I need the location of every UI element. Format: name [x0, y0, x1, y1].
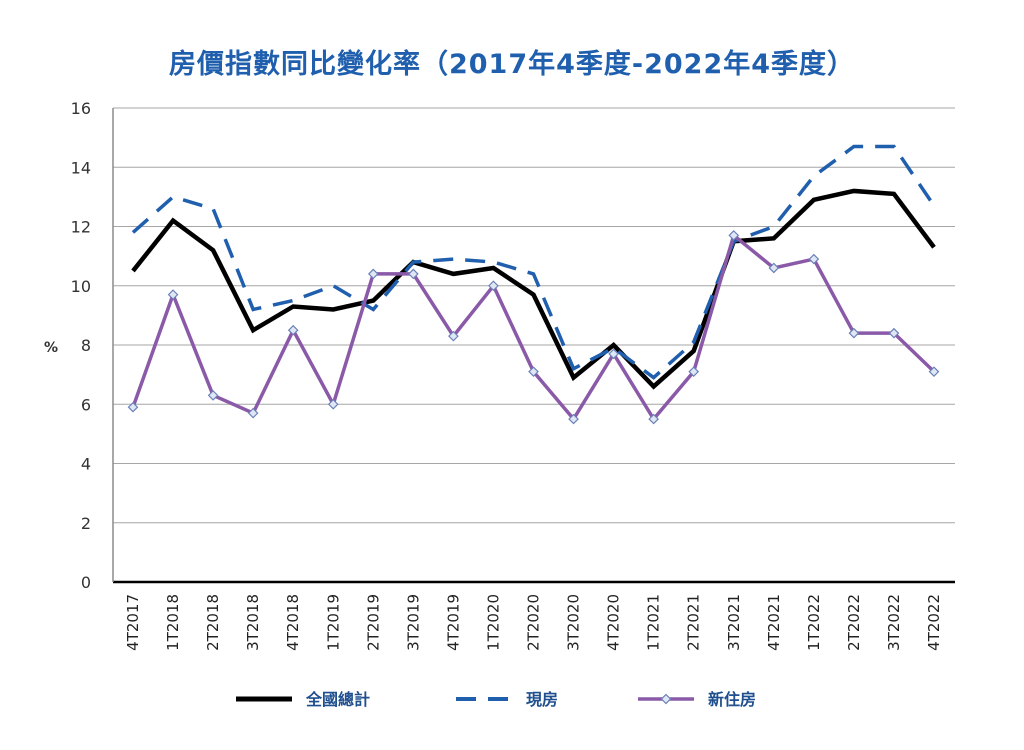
y-tick-label: 12 — [71, 218, 91, 237]
data-point-marker — [207, 390, 219, 401]
legend: 全國總計 現房 新住房 — [236, 690, 756, 709]
y-tick-label: 2 — [81, 514, 91, 533]
y-tick-label: 16 — [71, 99, 91, 118]
x-tick-label: 2T2018 — [204, 594, 222, 651]
x-tick-label: 3T2019 — [404, 594, 422, 651]
data-point-marker — [127, 401, 139, 413]
data-point-marker — [688, 366, 700, 378]
x-tick-label: 4T2021 — [765, 594, 783, 651]
data-point-marker — [247, 407, 259, 419]
x-tick-label: 4T2018 — [284, 594, 302, 651]
x-tick-label: 3T2020 — [565, 594, 583, 651]
x-axis-ticks: 4T2017 1T2018 2T2018 3T2018 4T2018 1T2019 2T20… — [124, 594, 943, 651]
data-point-marker — [287, 324, 299, 336]
y-axis-label: % — [44, 340, 58, 356]
y-tick-label: 0 — [81, 573, 91, 592]
data-point-marker — [928, 366, 940, 378]
series-line-0 — [131, 188, 936, 390]
x-tick-label: 1T2020 — [484, 594, 502, 651]
x-tick-label: 3T2018 — [244, 594, 262, 651]
data-point-marker — [327, 398, 339, 410]
y-tick-label: 8 — [81, 336, 91, 355]
y-tick-label: 6 — [81, 395, 91, 414]
data-point-marker — [408, 268, 419, 280]
data-point-marker — [367, 268, 379, 280]
data-point-marker — [488, 280, 499, 292]
x-tick-label: 4T2020 — [605, 594, 623, 651]
x-tick-label: 1T2019 — [324, 594, 342, 651]
data-point-marker — [648, 413, 659, 425]
x-tick-label: 4T2022 — [925, 594, 943, 651]
series-lines — [127, 144, 940, 425]
x-tick-label: 1T2018 — [164, 594, 182, 651]
x-tick-label: 1T2022 — [805, 594, 823, 651]
series-line-1 — [131, 144, 936, 380]
legend-label: 新住房 — [708, 690, 756, 709]
data-point-marker — [848, 327, 860, 339]
legend-label: 現房 — [526, 690, 558, 709]
data-point-marker — [568, 413, 579, 425]
data-point-marker — [167, 289, 179, 300]
y-tick-label: 10 — [71, 277, 91, 296]
x-tick-label: 4T2017 — [124, 594, 142, 651]
x-tick-label: 3T2022 — [885, 594, 903, 651]
legend-marker — [660, 693, 672, 705]
chart-title: 房價指數同比變化率（2017年4季度-2022年4季度） — [168, 49, 856, 80]
gridlines — [113, 107, 955, 524]
data-point-marker — [808, 253, 820, 265]
x-tick-label: 3T2021 — [725, 594, 743, 651]
x-tick-label: 4T2019 — [444, 594, 462, 651]
x-tick-label: 2T2021 — [685, 594, 703, 651]
x-tick-label: 2T2020 — [525, 594, 543, 651]
x-tick-label: 2T2019 — [364, 594, 382, 651]
x-tick-label: 1T2021 — [645, 594, 663, 651]
y-axis-ticks: 0 2 4 6 8 10 12 14 16 — [71, 99, 91, 592]
x-tick-label: 2T2022 — [845, 594, 863, 651]
data-point-marker — [728, 230, 740, 241]
y-tick-label: 14 — [71, 158, 91, 177]
data-point-marker — [768, 262, 780, 274]
data-point-marker — [528, 366, 539, 378]
data-point-marker — [888, 327, 900, 339]
y-tick-label: 4 — [81, 455, 91, 474]
legend-label: 全國總計 — [305, 690, 370, 709]
data-point-marker — [448, 330, 459, 342]
data-point-marker — [608, 348, 619, 360]
